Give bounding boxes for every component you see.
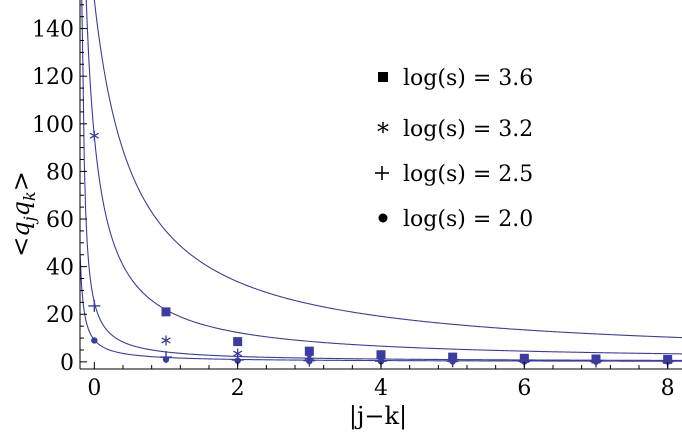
marker-dot (521, 358, 528, 365)
y-axis-title-sub2: k (20, 191, 39, 201)
marker-square (161, 307, 171, 317)
legend-label: log(s) = 3.6 (403, 66, 533, 91)
data-points (88, 130, 674, 368)
x-tick-label: 2 (231, 376, 245, 401)
dot-marker (234, 357, 241, 364)
legend: log(s) = 3.6 * log(s) = 3.2 log(s) = 2.5 log… (375, 66, 533, 232)
legend-asterisk: * (377, 118, 389, 146)
marker-dot (162, 356, 170, 363)
marker-dot (306, 357, 313, 365)
y-tick-label: 0 (60, 351, 74, 376)
y-axis-title-q1: q (7, 221, 35, 236)
legend-label: log(s) = 2.5 (403, 162, 533, 187)
x-tick-label: 0 (87, 376, 101, 401)
y-tick-label: 100 (32, 113, 74, 138)
y-tick-label: 20 (46, 303, 74, 328)
x-axis-title: |j−k| (349, 402, 407, 431)
y-axis-title-sub1: j (20, 216, 39, 224)
dot-marker (377, 358, 385, 365)
y-tick-label: 80 (46, 160, 74, 185)
fit-curve (85, 0, 682, 355)
legend-label: log(s) = 2.0 (403, 207, 533, 232)
y-tick-label: 120 (32, 65, 74, 90)
fit-curve (81, 0, 682, 361)
legend-item: log(s) = 3.6 (378, 66, 533, 91)
square-marker (161, 307, 171, 317)
y-axis-title-close: > (7, 171, 35, 191)
legend-item: * log(s) = 3.2 (377, 117, 533, 146)
asterisk-stroke (161, 337, 171, 344)
square-marker (233, 337, 243, 347)
marker-dot (234, 357, 241, 364)
y-tick-label: 140 (32, 18, 74, 43)
asterisk-stroke (89, 132, 99, 139)
dot-marker (91, 337, 98, 344)
marker-dot (449, 358, 456, 365)
legend-label: log(s) = 3.2 (403, 117, 533, 142)
legend-dot (378, 213, 388, 223)
dot-marker (306, 357, 313, 365)
marker-dot (91, 337, 98, 344)
marker-dot (377, 358, 385, 365)
x-tick-label: 6 (517, 376, 531, 401)
marker-plus (88, 299, 101, 312)
marker-asterisk (161, 335, 171, 346)
marker-asterisk (89, 130, 99, 141)
asterisk-stroke (233, 350, 243, 357)
x-tick-label: 4 (374, 376, 388, 401)
dot-marker (521, 358, 528, 365)
fit-curve (93, 0, 682, 339)
legend-item: log(s) = 2.0 (378, 207, 533, 232)
y-axis-title-q2: q (7, 201, 35, 216)
square-marker (304, 346, 314, 356)
dot-marker (664, 358, 671, 365)
legend-marker (378, 213, 388, 223)
marker-dot (592, 358, 600, 365)
dot-marker (449, 358, 456, 365)
y-axis-title-open: < (7, 237, 35, 257)
y-axis-title: <qjqk> (7, 171, 39, 257)
y-tick-label: 60 (46, 208, 74, 233)
legend-square (378, 72, 388, 82)
fit-curve (79, 252, 682, 362)
marker-square (233, 337, 243, 347)
fit-curves (79, 0, 682, 362)
legend-marker (378, 72, 388, 82)
legend-item: log(s) = 2.5 (375, 162, 533, 187)
marker-square (304, 346, 314, 356)
dot-marker (162, 356, 170, 363)
legend-marker (375, 166, 389, 180)
x-tick-label: 8 (661, 376, 675, 401)
marker-dot (664, 358, 671, 365)
dot-marker (592, 358, 600, 365)
legend-marker: * (377, 118, 389, 146)
y-tick-label: 40 (46, 256, 74, 281)
